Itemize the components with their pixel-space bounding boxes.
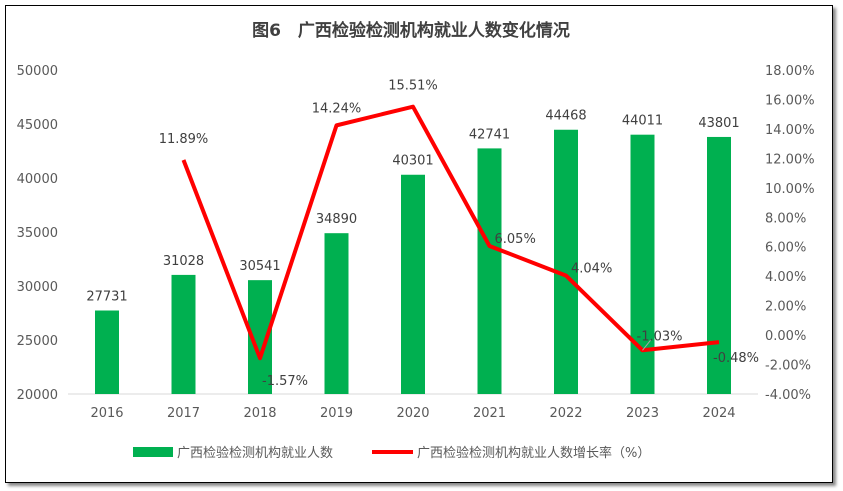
line-data-label: 14.24%: [312, 101, 362, 116]
bar-data-label: 43801: [698, 116, 739, 131]
bar: [324, 233, 349, 394]
right-axis-tick: 16.00%: [765, 93, 815, 108]
bar: [401, 174, 425, 394]
right-axis-tick: -2.00%: [765, 359, 811, 374]
x-axis-tick: 2022: [549, 406, 582, 421]
bar-data-label: 30541: [239, 259, 280, 274]
bar: [554, 129, 578, 394]
right-axis-tick: 6.00%: [765, 241, 806, 256]
left-axis-tick: 45000: [17, 118, 58, 133]
left-axis-tick: 20000: [17, 388, 58, 403]
right-axis-tick: 0.00%: [765, 329, 806, 344]
bar: [95, 310, 119, 394]
chart-title: 图6 广西检验检测机构就业人数变化情况: [252, 20, 570, 41]
x-axis-tick: 2024: [702, 406, 735, 421]
leader-line: [642, 339, 651, 351]
line-data-label: -0.48%: [713, 351, 759, 366]
bar-data-label: 31028: [163, 254, 204, 269]
bar-data-label: 44011: [622, 114, 663, 129]
bar-data-label: 40301: [392, 154, 433, 169]
x-axis-tick: 2020: [396, 406, 429, 421]
bar-data-label: 42741: [469, 127, 510, 142]
bar-data-label: 34890: [316, 212, 357, 227]
bar: [171, 274, 196, 394]
x-axis-tick: 2023: [626, 406, 659, 421]
right-axis-tick: -4.00%: [765, 388, 811, 403]
line-data-label: 6.05%: [495, 232, 536, 247]
line-data-label: 11.89%: [159, 132, 209, 147]
x-axis-tick: 2016: [90, 406, 123, 421]
line-data-label: 4.04%: [571, 262, 612, 277]
x-axis-tick: 2021: [473, 406, 506, 421]
line-data-label: -1.57%: [262, 374, 308, 389]
bar: [477, 148, 502, 394]
bar-data-label: 44468: [545, 109, 586, 124]
left-axis-tick: 25000: [17, 334, 58, 349]
left-axis-tick: 30000: [17, 280, 58, 295]
left-axis-tick: 40000: [17, 172, 58, 187]
line-data-label: 15.51%: [388, 79, 438, 94]
x-axis-tick: 2018: [243, 406, 276, 421]
legend-bar-swatch: [133, 447, 173, 457]
bar-data-label: 27731: [86, 290, 127, 305]
right-axis-tick: 14.00%: [765, 123, 815, 138]
legend-line-label: 广西检验检测机构就业人数增长率（%）: [417, 445, 650, 461]
right-axis-tick: 4.00%: [765, 270, 806, 285]
right-axis-tick: 8.00%: [765, 211, 806, 226]
right-axis-tick: 10.00%: [765, 182, 815, 197]
bar: [707, 136, 731, 394]
x-axis-tick: 2019: [320, 406, 353, 421]
growth-rate-line: [181, 104, 720, 361]
line-data-label: -1.03%: [637, 329, 683, 344]
legend-bar-label: 广西检验检测机构就业人数: [177, 445, 333, 461]
right-axis-tick: 2.00%: [765, 300, 806, 315]
x-axis-tick: 2017: [167, 406, 200, 421]
bar: [630, 134, 655, 394]
right-axis-tick: 18.00%: [765, 64, 815, 79]
right-axis-tick: 12.00%: [765, 152, 815, 167]
left-axis-tick: 50000: [17, 64, 58, 79]
left-axis-tick: 35000: [17, 226, 58, 241]
